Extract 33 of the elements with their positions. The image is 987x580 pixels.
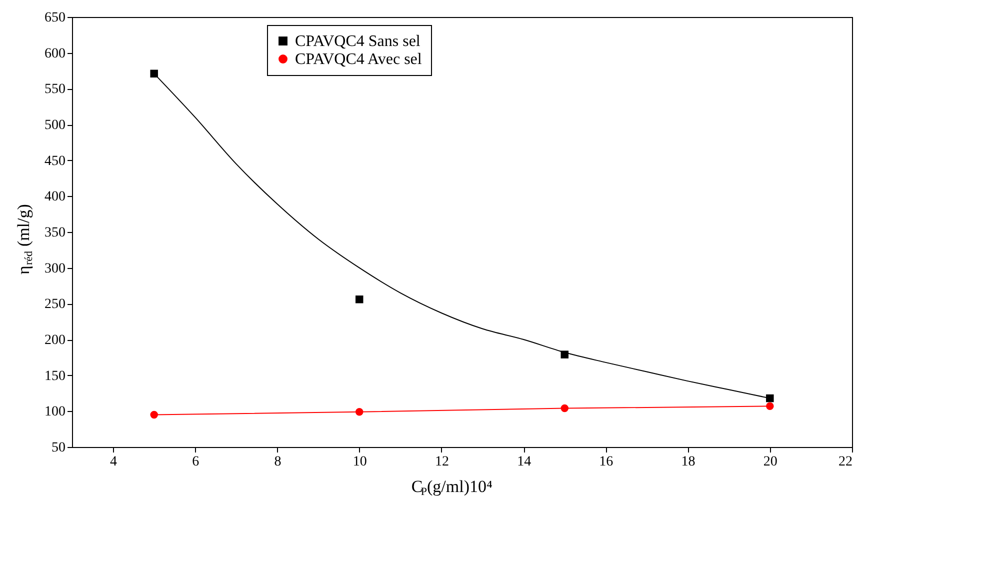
x-tick-label: 8 [274, 454, 282, 470]
y-tick-label: 650 [44, 10, 66, 26]
y-tick-label: 50 [52, 440, 66, 456]
legend-label: CPAVQC4 Avec sel [295, 51, 422, 68]
legend-label: CPAVQC4 Sans sel [295, 33, 421, 50]
y-tick-label: 200 [44, 333, 66, 348]
y-tick-label: 350 [44, 226, 66, 240]
y-tick-label: 150 [44, 368, 66, 384]
point [766, 394, 774, 402]
point [150, 70, 158, 78]
x-tick-label: 12 [434, 454, 449, 470]
y-tick-label: 600 [44, 46, 66, 62]
point [355, 408, 364, 416]
x-tick-label: 10 [352, 454, 367, 470]
x-tick-label: 22 [838, 454, 852, 470]
x-tick-label: 18 [681, 454, 696, 470]
x-tick-label: 14 [517, 454, 532, 470]
point [150, 410, 158, 419]
y-tick-label: 500 [44, 118, 66, 133]
point [766, 402, 774, 410]
y-axis-title: ηréd(ml/g) [14, 204, 35, 275]
point [560, 404, 569, 412]
point [355, 295, 364, 304]
y-tick-label: 450 [44, 154, 66, 169]
x-tick-label: 6 [192, 454, 200, 470]
y-tick-label: 300 [44, 261, 66, 276]
y-tick-label: 550 [44, 82, 66, 98]
x-tick-label: 20 [763, 454, 778, 470]
y-tick-label: 100 [44, 404, 66, 420]
x-tick-label: 16 [599, 454, 614, 470]
x-tick-label: 4 [110, 454, 118, 470]
y-tick-label: 250 [44, 297, 66, 312]
y-tick-label: 400 [44, 190, 66, 205]
